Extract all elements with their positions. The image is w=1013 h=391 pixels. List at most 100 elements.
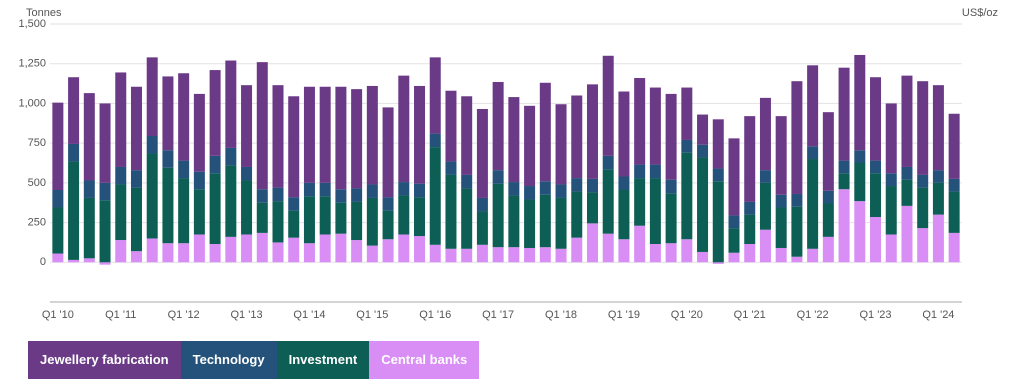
bar-segment <box>366 197 378 246</box>
bar-segment <box>586 192 598 224</box>
bar-segment <box>193 171 205 190</box>
bar-segment <box>429 57 441 134</box>
y-tick-label: 1,250 <box>18 58 46 70</box>
bar-segment <box>492 170 504 184</box>
bar-segment <box>461 188 473 249</box>
bar-segment <box>932 85 944 171</box>
bar-segment <box>99 200 111 263</box>
bar-segment <box>524 199 536 248</box>
bar-segment <box>838 189 850 263</box>
bar-segment <box>162 76 174 151</box>
bar-segment <box>335 189 347 203</box>
legend-item[interactable]: Central banks <box>369 341 480 379</box>
legend-item[interactable]: Technology <box>180 341 277 379</box>
bar-segment <box>649 244 661 263</box>
bar-segment <box>712 181 724 263</box>
bar-segment <box>382 210 394 240</box>
bar-segment <box>870 217 882 263</box>
bar-segment <box>335 202 347 234</box>
bar-segment <box>68 77 80 144</box>
bar-segment <box>508 195 520 248</box>
bar-segment <box>130 251 142 263</box>
bar-segment <box>366 85 378 185</box>
bar-segment <box>728 228 740 253</box>
bar-segment <box>272 187 284 202</box>
bar-segment <box>241 234 253 263</box>
bar-segment <box>586 223 598 263</box>
bar-segment <box>193 189 205 235</box>
bar-segment <box>83 258 95 263</box>
y-tick-label: 1,500 <box>18 18 46 30</box>
bar-segment <box>193 93 205 172</box>
bar-segment <box>146 57 158 136</box>
x-tick-label: Q1 '13 <box>231 309 263 321</box>
bar-segment <box>83 93 95 181</box>
x-tick-label: Q1 '24 <box>922 309 954 321</box>
bar-segment <box>791 206 803 257</box>
bar-segment <box>634 178 646 226</box>
bar-segment <box>681 139 693 153</box>
bar-segment <box>461 174 473 189</box>
bar-segment <box>932 214 944 263</box>
bar-segment <box>571 95 583 179</box>
bar-segment <box>429 244 441 263</box>
bar-segment <box>807 248 819 263</box>
bar-segment <box>885 173 897 187</box>
bar-segment <box>634 164 646 179</box>
bar-segment <box>414 197 426 237</box>
bar-segment <box>429 133 441 148</box>
bar-segment <box>759 170 771 183</box>
bar-segment <box>445 174 457 249</box>
bar-segment <box>335 233 347 263</box>
bar-segment <box>539 82 551 182</box>
bar-segment <box>948 178 960 192</box>
bar-segment <box>602 233 614 263</box>
chart: Tonnes US$/oz 0 250 500 750 1,000 1,250 1,500 Q… <box>18 7 998 321</box>
bar-segment <box>52 207 64 254</box>
bar-segment <box>854 54 866 151</box>
bar-segment <box>398 195 410 235</box>
bar-segment <box>162 243 174 263</box>
bar-segment <box>917 228 929 263</box>
bar-segment <box>130 86 142 171</box>
x-tick-label: Q1 '15 <box>356 309 388 321</box>
bar-segment <box>571 191 583 238</box>
bar-segment <box>885 103 897 174</box>
legend-item[interactable]: Jewellery fabrication <box>28 341 181 379</box>
bar-segment <box>728 252 740 263</box>
bar-segment <box>193 234 205 263</box>
bar-segment <box>68 143 80 162</box>
bar-segment <box>429 147 441 245</box>
y-tick-label: 750 <box>28 137 46 149</box>
bar-segment <box>492 183 504 248</box>
bar-segment <box>870 173 882 218</box>
bar-segment <box>932 182 944 215</box>
bar-segment <box>476 108 488 198</box>
bar-segment <box>209 70 221 156</box>
bar-segment <box>115 184 127 241</box>
bar-segment <box>759 182 771 230</box>
bar-segment <box>52 102 64 191</box>
bar-segment <box>602 55 614 156</box>
bar-segment <box>618 239 630 263</box>
bar-segment <box>52 253 64 263</box>
legend-item[interactable]: Investment <box>276 341 370 379</box>
bar-segment <box>807 65 819 147</box>
x-tick-label: Q1 '11 <box>105 309 136 321</box>
bar-segment <box>319 196 331 235</box>
bar-segment <box>398 182 410 196</box>
bar-segment <box>398 234 410 263</box>
bar-segment <box>932 170 944 183</box>
bar-segment <box>162 150 174 168</box>
bar-segment <box>901 75 913 167</box>
bar-segment <box>917 187 929 229</box>
bar-segment <box>178 73 190 161</box>
x-tick-label: Q1 '17 <box>482 309 514 321</box>
bar-segment <box>241 180 253 235</box>
bar-segment <box>209 244 221 263</box>
bar-segment <box>539 181 551 195</box>
bar-segment <box>303 243 315 263</box>
bar-segment <box>130 170 142 188</box>
bar-segment <box>445 248 457 263</box>
